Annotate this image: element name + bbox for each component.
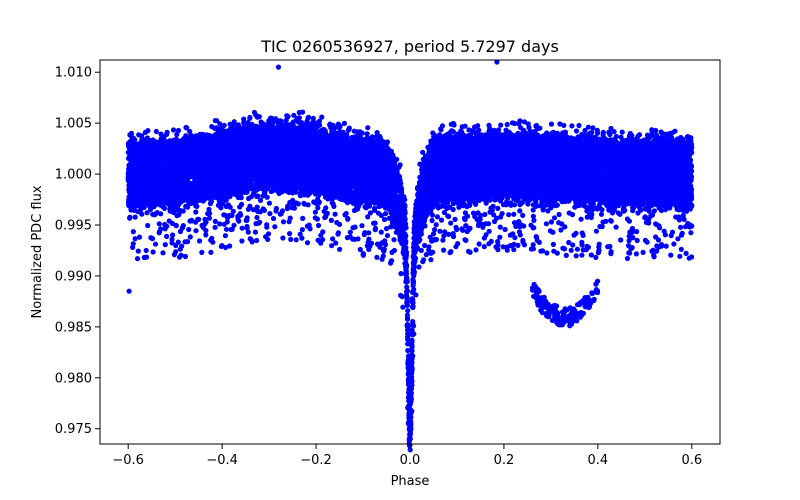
plot-area <box>125 59 695 453</box>
data-point <box>450 206 456 213</box>
data-point <box>127 215 133 221</box>
data-point <box>517 118 523 124</box>
data-point <box>613 133 619 140</box>
data-point <box>429 217 435 224</box>
data-point <box>170 127 177 133</box>
data-point <box>518 125 524 131</box>
data-point <box>576 122 582 129</box>
data-point <box>569 123 575 129</box>
data-point <box>158 211 164 217</box>
data-point <box>174 131 180 138</box>
data-point <box>492 197 498 203</box>
data-point <box>341 120 347 126</box>
data-point <box>319 114 325 120</box>
data-point <box>681 216 687 222</box>
data-point <box>585 124 592 130</box>
data-point <box>680 212 686 219</box>
data-point <box>517 208 523 214</box>
data-point <box>175 127 182 134</box>
data-point <box>653 127 659 134</box>
data-point <box>215 202 221 208</box>
data-point <box>582 127 588 134</box>
data-point <box>381 216 388 223</box>
data-point <box>548 121 555 127</box>
data-point <box>674 206 680 212</box>
data-point <box>504 121 510 128</box>
data-point <box>526 125 532 131</box>
data-point <box>153 128 159 135</box>
data-point <box>132 214 138 220</box>
chart-title: TIC 0260536927, period 5.7297 days <box>260 37 559 56</box>
data-point <box>439 123 446 129</box>
data-point <box>247 115 253 121</box>
data-point <box>145 128 151 134</box>
data-point <box>611 129 617 135</box>
